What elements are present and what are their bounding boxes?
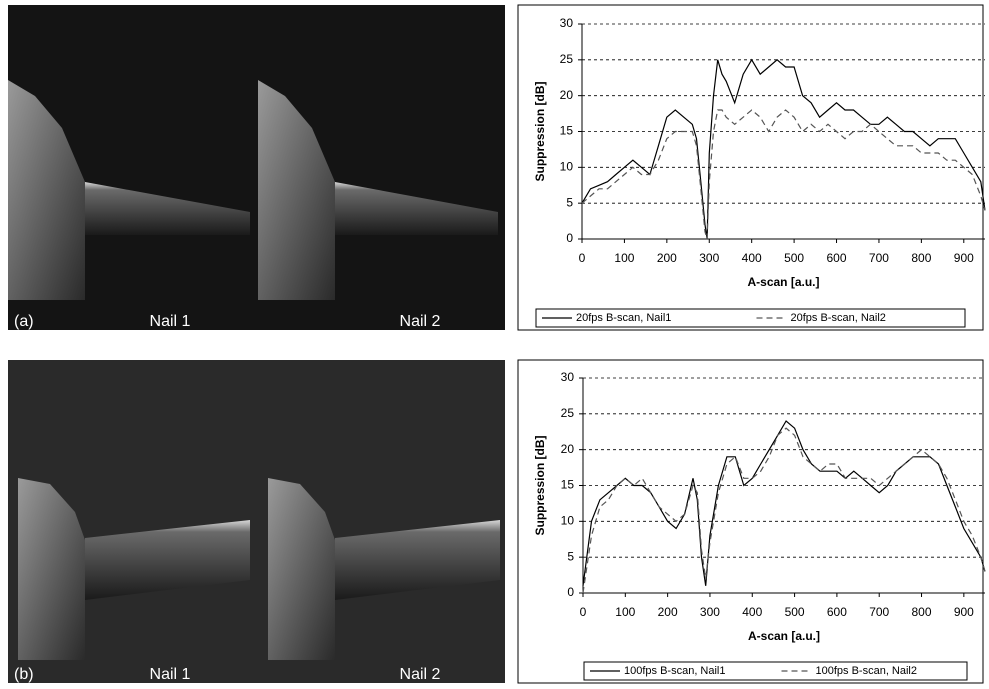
y-tick-label: 5 xyxy=(566,195,573,209)
y-tick-label: 25 xyxy=(560,52,574,66)
x-tick-label: 900 xyxy=(954,605,974,619)
y-axis-title: Suppression [dB] xyxy=(533,435,547,535)
legend-label: 20fps B-scan, Nail1 xyxy=(576,312,671,324)
x-tick-label: 0 xyxy=(579,251,586,265)
y-tick-label: 10 xyxy=(561,514,575,528)
y-tick-label: 5 xyxy=(567,549,574,563)
x-tick-label: 500 xyxy=(784,251,804,265)
x-tick-label: 400 xyxy=(742,605,762,619)
x-tick-label: 800 xyxy=(911,251,931,265)
x-tick-label: 300 xyxy=(699,251,719,265)
nail-label: Nail 1 xyxy=(150,313,191,330)
nail-label: Nail 2 xyxy=(400,666,441,683)
legend-frame xyxy=(583,661,968,681)
x-tick-label: 500 xyxy=(785,605,805,619)
y-tick-label: 30 xyxy=(560,16,574,30)
x-tick-label: 200 xyxy=(658,605,678,619)
x-tick-label: 800 xyxy=(912,605,932,619)
data-line xyxy=(581,109,986,240)
x-tick-label: 700 xyxy=(869,251,889,265)
oct-image-a: (a) Nail 1 Nail 2 xyxy=(8,5,505,330)
y-tick-label: 20 xyxy=(561,442,575,456)
x-axis-title: A-scan [a.u.] xyxy=(747,275,819,289)
x-tick-label: 900 xyxy=(954,251,974,265)
x-tick-label: 700 xyxy=(869,605,889,619)
legend-label: 20fps B-scan, Nail2 xyxy=(791,312,886,324)
panel-label: (b) xyxy=(14,666,34,683)
y-tick-label: 20 xyxy=(560,88,574,102)
data-line xyxy=(581,58,986,240)
nail-label: Nail 1 xyxy=(150,666,191,683)
x-tick-label: 400 xyxy=(742,251,762,265)
y-axis-title: Suppression [dB] xyxy=(533,81,547,181)
data-line xyxy=(582,427,986,594)
nail-label: Nail 2 xyxy=(400,313,441,330)
y-tick-label: 30 xyxy=(561,370,575,384)
legend-label: 100fps B-scan, Nail1 xyxy=(624,665,726,677)
panel-label: (a) xyxy=(14,313,34,330)
y-tick-label: 15 xyxy=(560,124,574,138)
x-tick-label: 200 xyxy=(657,251,677,265)
x-tick-label: 600 xyxy=(827,605,847,619)
legend-frame xyxy=(535,308,966,328)
y-tick-label: 25 xyxy=(561,406,575,420)
y-tick-label: 15 xyxy=(561,478,575,492)
y-tick-label: 0 xyxy=(567,585,574,599)
x-tick-label: 300 xyxy=(700,605,720,619)
x-axis-title: A-scan [a.u.] xyxy=(748,629,820,643)
legend-label: 100fps B-scan, Nail2 xyxy=(816,665,918,677)
oct-image-b: (b) Nail 1 Nail 2 xyxy=(8,360,505,683)
y-tick-label: 0 xyxy=(566,231,573,245)
y-tick-label: 10 xyxy=(560,160,574,174)
x-tick-label: 100 xyxy=(614,251,634,265)
x-tick-label: 600 xyxy=(827,251,847,265)
x-tick-label: 100 xyxy=(615,605,635,619)
x-tick-label: 0 xyxy=(580,605,587,619)
